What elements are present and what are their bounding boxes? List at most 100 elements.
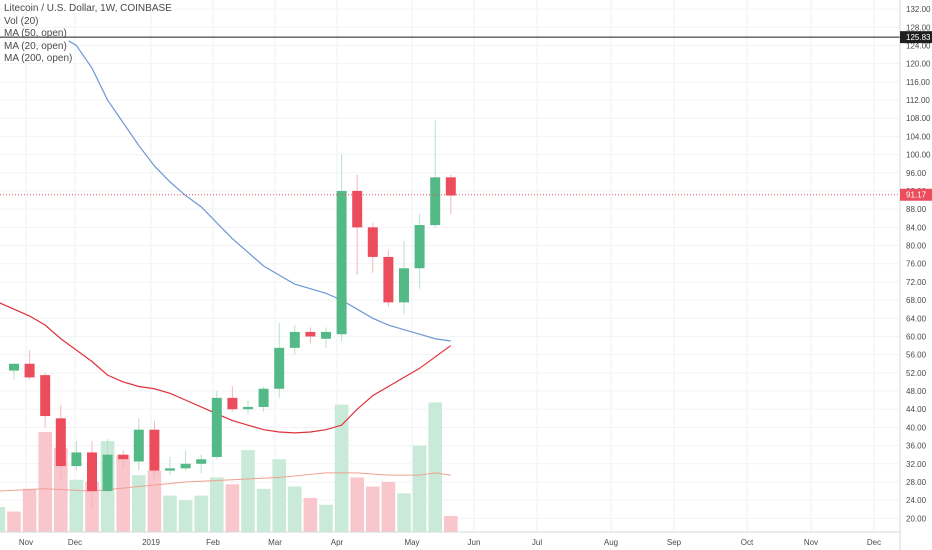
candle-body-1 xyxy=(24,363,35,378)
candle-6 xyxy=(102,438,113,494)
price-tick-label-25: 120.00 xyxy=(906,60,931,69)
candle-14 xyxy=(227,386,238,412)
volume-bar-21 xyxy=(319,504,333,532)
price-tick-label-6: 44.00 xyxy=(906,405,927,414)
legend-ma50[interactable]: MA (50, open) xyxy=(4,28,67,39)
candle-2 xyxy=(40,372,51,428)
candle-11 xyxy=(180,450,191,471)
candle-body-5 xyxy=(87,452,97,492)
time-tick-label-6: May xyxy=(404,538,419,547)
volume-bar-9 xyxy=(132,475,146,532)
volume-bar-12 xyxy=(178,500,193,532)
time-tick-label-10: Sep xyxy=(667,538,682,547)
volume-bar-17 xyxy=(256,488,271,532)
candle-4 xyxy=(71,441,82,471)
volume-bar-10 xyxy=(147,470,162,532)
volume-bar-18 xyxy=(272,459,286,532)
candle-body-11 xyxy=(180,463,191,469)
candle-24 xyxy=(383,250,394,307)
candle-body-10 xyxy=(165,468,175,471)
candle-body-22 xyxy=(352,190,363,228)
candle-16 xyxy=(258,386,269,412)
price-tick-label-13: 72.00 xyxy=(906,278,927,287)
price-tick-label-10: 60.00 xyxy=(906,332,927,341)
price-tick-label-15: 80.00 xyxy=(906,242,927,251)
volume-bar-22 xyxy=(334,404,349,532)
legend-vol[interactable]: Vol (20) xyxy=(4,15,39,27)
candle-body-0 xyxy=(9,363,19,371)
price-tick-label-23: 112.00 xyxy=(906,96,930,105)
candle-body-28 xyxy=(445,177,456,196)
price-tick-label-4: 36.00 xyxy=(906,442,927,451)
candle-body-6 xyxy=(102,454,113,492)
candle-22 xyxy=(352,175,363,276)
price-tick-label-9: 56.00 xyxy=(906,351,927,360)
time-tick-label-5: Apr xyxy=(331,538,344,547)
candle-8 xyxy=(133,418,144,471)
volume-bar-13 xyxy=(194,495,208,532)
candle-1 xyxy=(24,350,35,380)
candle-body-16 xyxy=(258,388,269,407)
horizontal-lines xyxy=(0,36,900,196)
time-tick-label-3: Feb xyxy=(206,538,220,547)
candle-27 xyxy=(430,120,441,228)
candle-body-23 xyxy=(367,227,378,257)
candle-body-15 xyxy=(243,406,253,410)
volume-bar-24 xyxy=(366,486,380,532)
time-tick-label-8: Jul xyxy=(532,538,542,547)
time-tick-label-0: Nov xyxy=(19,538,33,547)
volume-bar-23 xyxy=(350,477,364,532)
last-price-label: 91.17 xyxy=(906,191,927,200)
horizontal-line-price-tag xyxy=(900,31,932,44)
price-tick-label-26: 124.00 xyxy=(906,41,931,50)
legend-title[interactable]: Litecoin / U.S. Dollar, 1W, COINBASE xyxy=(4,3,172,14)
volume-bar-27 xyxy=(412,445,427,532)
candle-body-2 xyxy=(40,375,51,417)
candle-21 xyxy=(336,154,347,342)
candle-body-20 xyxy=(321,331,331,339)
candle-body-18 xyxy=(289,331,300,348)
candle-25 xyxy=(399,240,409,314)
time-tick-label-4: Mar xyxy=(268,538,282,547)
candle-body-12 xyxy=(196,459,207,464)
price-tick-label-21: 104.00 xyxy=(906,132,931,141)
volume-bar-19 xyxy=(288,486,302,532)
volume-bar-26 xyxy=(397,493,411,532)
volume-bar-1 xyxy=(7,511,21,532)
candle-5 xyxy=(87,441,97,510)
volume-bar-25 xyxy=(381,481,396,532)
price-tick-label-2: 28.00 xyxy=(906,478,927,487)
ma-red-line xyxy=(0,302,452,434)
candle-body-19 xyxy=(305,331,316,337)
candle-17 xyxy=(274,322,285,398)
candle-3 xyxy=(55,404,66,482)
price-tick-label-20: 100.00 xyxy=(906,151,931,160)
legend-ma20[interactable]: MA (20, open) xyxy=(4,40,67,52)
candle-13 xyxy=(211,391,222,460)
time-tick-label-2: 2019 xyxy=(142,538,160,547)
price-tick-label-24: 116.00 xyxy=(906,78,930,87)
time-tick-label-7: Jun xyxy=(468,538,481,547)
price-tick-label-11: 64.00 xyxy=(906,314,927,323)
time-tick-label-11: Oct xyxy=(741,538,754,547)
price-tick-label-17: 88.00 xyxy=(906,205,927,214)
price-tick-label-22: 108.00 xyxy=(906,114,931,123)
volume-bar-15 xyxy=(225,484,240,532)
candle-23 xyxy=(367,222,378,273)
volume-bar-20 xyxy=(303,497,318,532)
volume-bar-11 xyxy=(163,495,177,532)
volume-bar-16 xyxy=(241,450,255,532)
candle-body-21 xyxy=(336,190,347,335)
candle-0 xyxy=(9,363,19,380)
candle-body-7 xyxy=(118,454,129,460)
legend: Litecoin / U.S. Dollar, 1W, COINBASE Vol… xyxy=(4,3,172,66)
candle-9 xyxy=(149,420,160,478)
candle-body-9 xyxy=(149,429,160,471)
candle-body-4 xyxy=(71,452,82,467)
candle-body-17 xyxy=(274,347,285,389)
price-tick-label-0: 20.00 xyxy=(906,514,927,523)
candle-10 xyxy=(165,456,175,476)
legend-ma200[interactable]: MA (200, open) xyxy=(4,53,73,64)
